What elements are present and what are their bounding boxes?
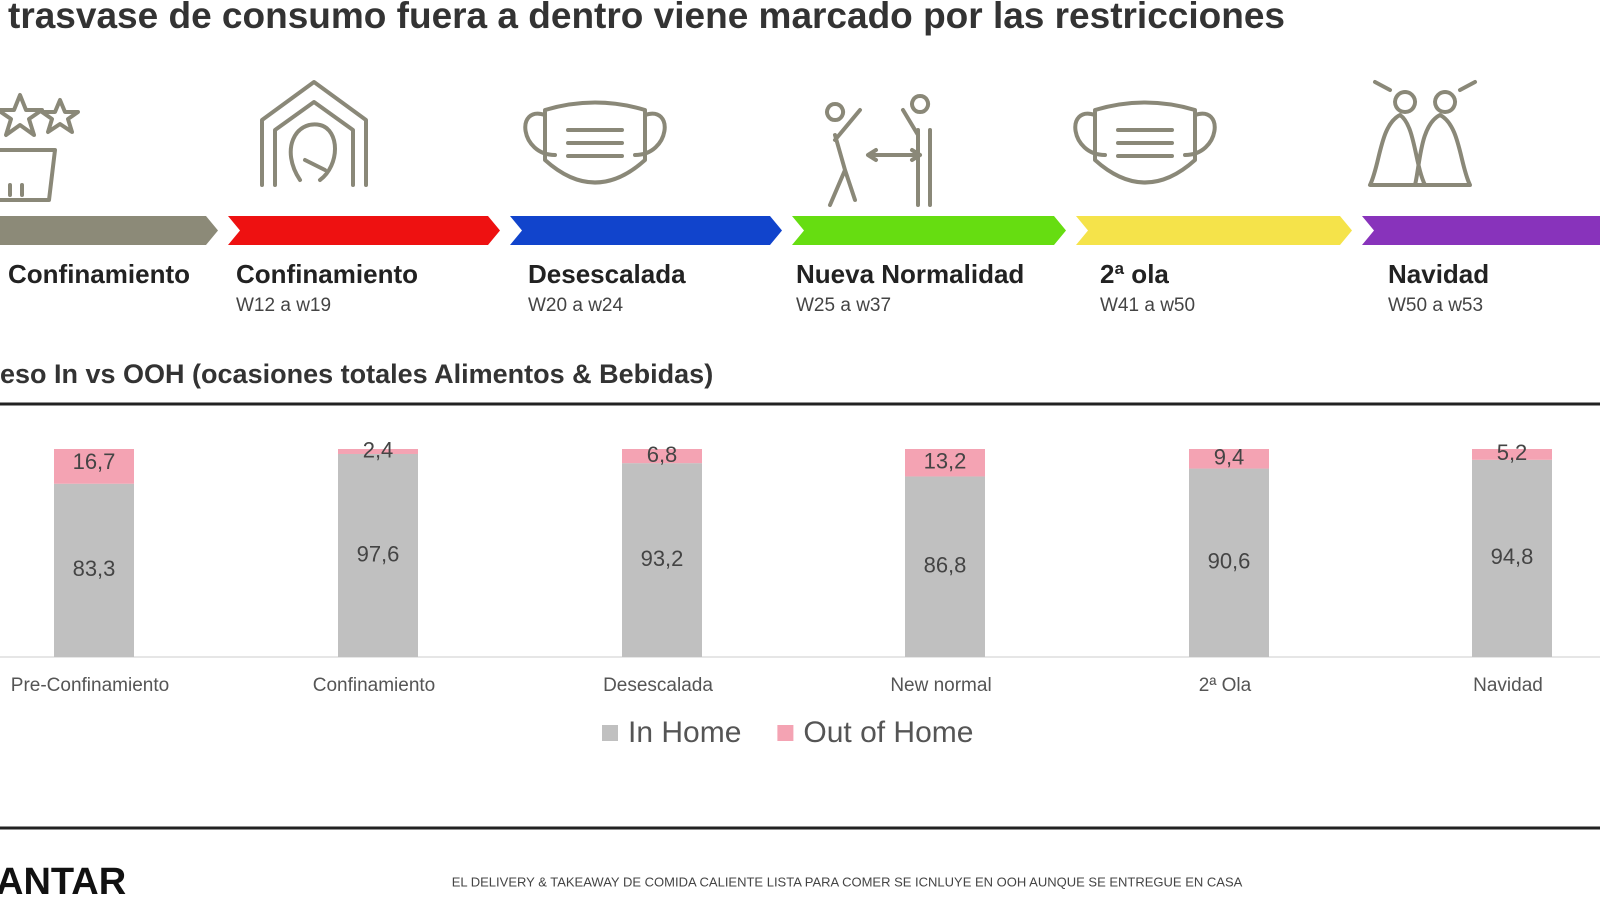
- x-tick-label: 2ª Ola: [1199, 675, 1252, 696]
- value-label: 83,3: [73, 556, 116, 581]
- chart-title: eso In vs OOH (ocasiones totales Aliment…: [0, 359, 713, 389]
- legend-swatch: [602, 725, 618, 741]
- phase-arrow: [1076, 216, 1352, 245]
- value-label: 16,7: [73, 449, 116, 474]
- value-label: 2,4: [363, 437, 394, 462]
- slide-title: trasvase de consumo fuera a dentro viene…: [8, 0, 1285, 36]
- bar-segment: [622, 449, 702, 464]
- x-tick-label: Pre-Confinamiento: [11, 675, 169, 696]
- brand: ANTAR: [0, 861, 126, 900]
- phase-label: Nueva Normalidad: [796, 259, 1024, 289]
- phase-label: Desescalada: [528, 259, 686, 289]
- legend-label: In Home: [628, 716, 741, 749]
- value-label: 6,8: [647, 442, 678, 467]
- bar-segment: [905, 449, 985, 477]
- value-label: 94,8: [1491, 544, 1534, 569]
- phase-weeks: W12 a w19: [236, 295, 331, 316]
- value-label: 13,2: [924, 449, 967, 474]
- x-tick-label: Desescalada: [603, 675, 713, 696]
- x-tick-label: New normal: [890, 675, 991, 696]
- bar-segment: [1472, 449, 1552, 460]
- phase-weeks: W20 a w24: [528, 295, 623, 316]
- bar-segment: [1472, 459, 1552, 657]
- bar-segment: [622, 463, 702, 657]
- bar-segment: [905, 476, 985, 657]
- x-tick-label: Confinamiento: [313, 675, 436, 696]
- value-label: 9,4: [1214, 445, 1245, 470]
- phase-arrow: [1362, 216, 1600, 245]
- value-label: 90,6: [1208, 549, 1251, 574]
- phase-weeks: W41 a w50: [1100, 295, 1195, 316]
- value-label: 97,6: [357, 541, 400, 566]
- phase-arrow: [510, 216, 782, 245]
- value-label: 86,8: [924, 553, 967, 578]
- phase-label: Confinamiento: [236, 259, 418, 289]
- phase-weeks: W25 a w37: [796, 295, 891, 316]
- icons: [0, 80, 1477, 207]
- bar-segment: [54, 449, 134, 484]
- phase-arrow: [228, 216, 500, 245]
- legend-swatch: [777, 725, 794, 741]
- bar-segment: [1189, 468, 1269, 657]
- phase-label: 2ª ola: [1100, 259, 1169, 289]
- bar-segment: [1189, 449, 1269, 469]
- value-label: 93,2: [641, 546, 684, 571]
- phase-arrow: [0, 216, 218, 245]
- bar-segment: [338, 453, 418, 657]
- legend-label: Out of Home: [803, 716, 973, 749]
- bar-segment: [54, 483, 134, 657]
- bar-segment: [338, 449, 418, 454]
- phase-label: Navidad: [1388, 259, 1489, 289]
- phase-label: Confinamiento: [8, 259, 190, 289]
- footnote: EL DELIVERY & TAKEAWAY DE COMIDA CALIENT…: [452, 874, 1243, 889]
- x-tick-label: Navidad: [1473, 675, 1543, 696]
- phase-arrow: [792, 216, 1066, 245]
- value-label: 5,2: [1497, 440, 1528, 465]
- phase-weeks: W50 a w53: [1388, 295, 1483, 316]
